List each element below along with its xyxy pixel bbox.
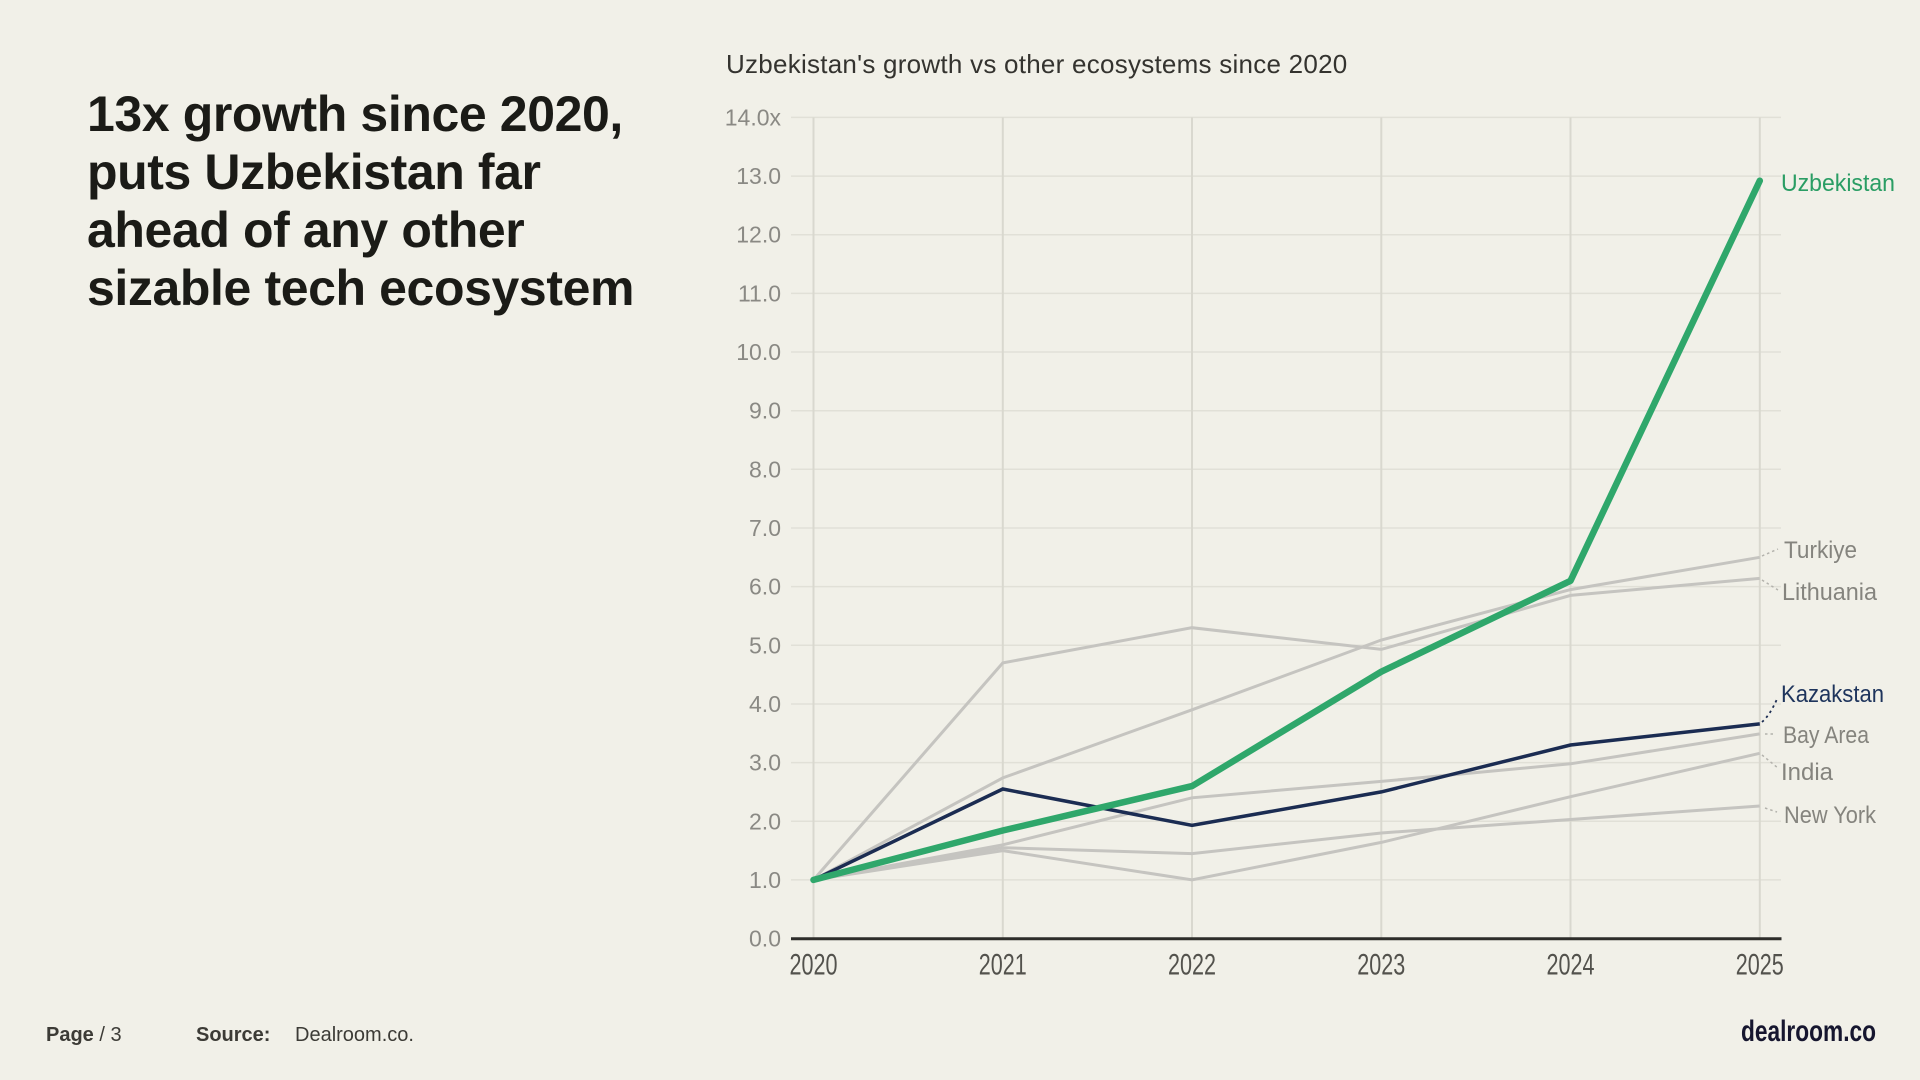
svg-text:14.0x: 14.0x — [725, 104, 782, 130]
svg-text:1.0: 1.0 — [749, 867, 781, 893]
svg-text:Uzbekistan: Uzbekistan — [1781, 170, 1895, 197]
svg-text:5.0: 5.0 — [749, 632, 781, 658]
svg-text:India: India — [1781, 759, 1834, 786]
svg-text:2.0: 2.0 — [749, 808, 781, 834]
svg-text:Turkiye: Turkiye — [1784, 537, 1857, 564]
svg-text:2025: 2025 — [1736, 949, 1784, 982]
svg-text:2021: 2021 — [979, 949, 1027, 982]
svg-text:2023: 2023 — [1357, 949, 1405, 982]
svg-text:10.0: 10.0 — [736, 339, 781, 365]
svg-text:2020: 2020 — [790, 949, 838, 982]
svg-text:2022: 2022 — [1168, 949, 1216, 982]
svg-text:6.0: 6.0 — [749, 574, 781, 600]
svg-text:0.0: 0.0 — [749, 926, 781, 952]
svg-text:8.0: 8.0 — [749, 456, 781, 482]
svg-text:Kazakstan: Kazakstan — [1781, 681, 1884, 708]
svg-text:Bay Area: Bay Area — [1783, 722, 1870, 749]
svg-text:4.0: 4.0 — [749, 691, 781, 717]
svg-text:3.0: 3.0 — [749, 750, 781, 776]
svg-text:New York: New York — [1784, 802, 1877, 829]
svg-text:12.0: 12.0 — [736, 222, 781, 248]
svg-text:7.0: 7.0 — [749, 515, 781, 541]
svg-text:2024: 2024 — [1547, 949, 1595, 982]
svg-text:9.0: 9.0 — [749, 398, 781, 424]
svg-text:Lithuania: Lithuania — [1782, 579, 1878, 606]
svg-text:11.0: 11.0 — [738, 280, 781, 306]
svg-text:13.0: 13.0 — [736, 163, 781, 189]
svg-text:dealroom.co: dealroom.co — [1741, 1015, 1876, 1048]
